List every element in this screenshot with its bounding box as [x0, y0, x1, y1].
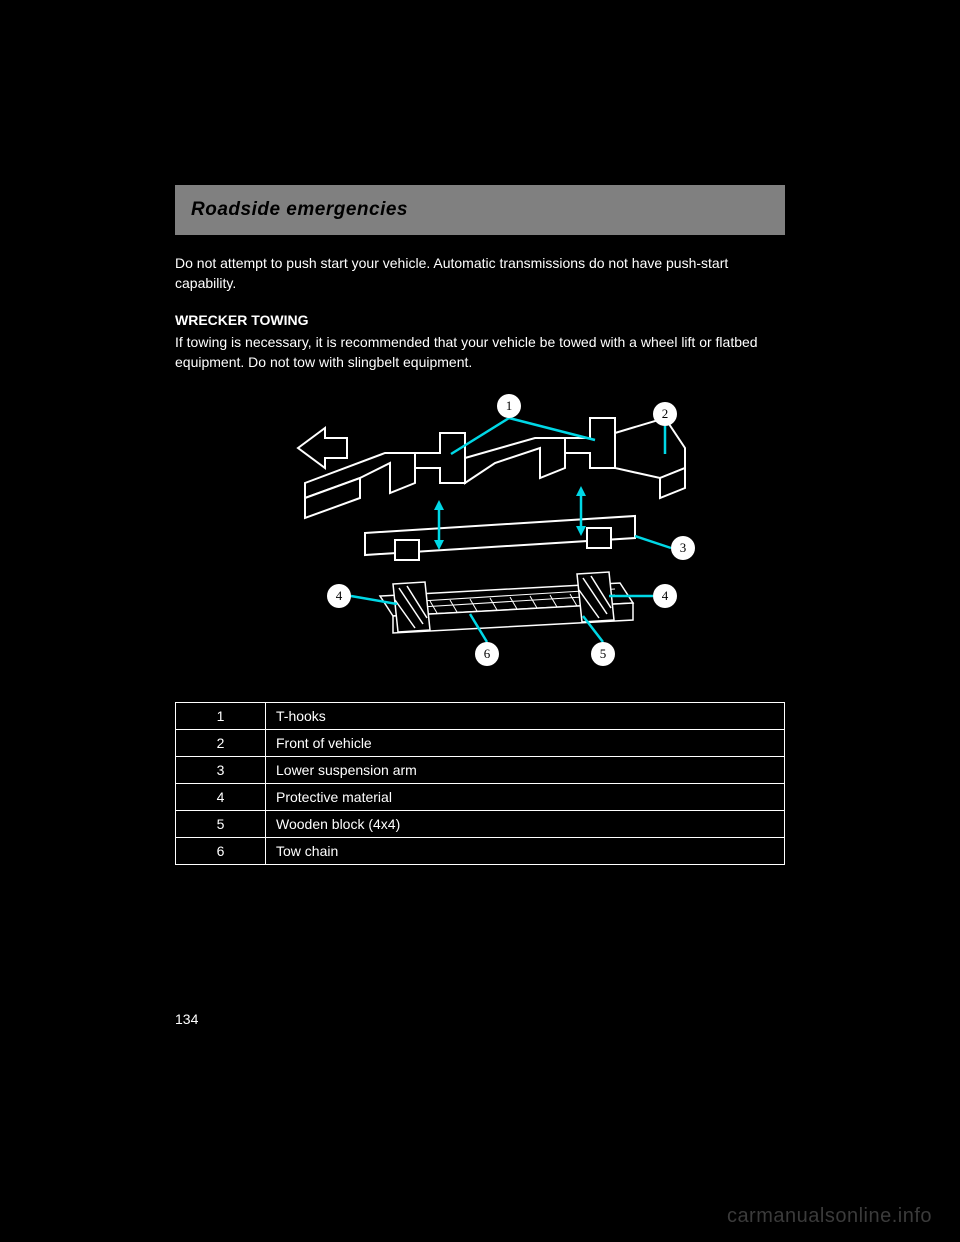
- legend-body: 1 T-hooks 2 Front of vehicle 3 Lower sus…: [176, 703, 785, 865]
- legend-num: 1: [176, 703, 266, 730]
- table-row: 6 Tow chain: [176, 838, 785, 865]
- section-heading: WRECKER TOWING: [175, 310, 785, 330]
- watermark: carmanualsonline.info: [727, 1205, 932, 1228]
- legend-label: Protective material: [266, 784, 785, 811]
- legend-num: 6: [176, 838, 266, 865]
- legend-num: 4: [176, 784, 266, 811]
- section-body: If towing is necessary, it is recommende…: [175, 332, 785, 373]
- table-row: 3 Lower suspension arm: [176, 757, 785, 784]
- legend-label: Front of vehicle: [266, 730, 785, 757]
- table-row: 1 T-hooks: [176, 703, 785, 730]
- legend-label: Wooden block (4x4): [266, 811, 785, 838]
- manual-page: Roadside emergencies Do not attempt to p…: [175, 185, 785, 865]
- towing-diagram: 1 2 3 4 4 5 6: [175, 388, 785, 688]
- legend-label: Tow chain: [266, 838, 785, 865]
- legend-table: 1 T-hooks 2 Front of vehicle 3 Lower sus…: [175, 702, 785, 865]
- table-row: 5 Wooden block (4x4): [176, 811, 785, 838]
- section-header: Roadside emergencies: [175, 185, 785, 235]
- legend-num: 5: [176, 811, 266, 838]
- intro-paragraph: Do not attempt to push start your vehicl…: [175, 253, 785, 294]
- table-row: 2 Front of vehicle: [176, 730, 785, 757]
- page-number: 134: [175, 1011, 198, 1027]
- legend-label: Lower suspension arm: [266, 757, 785, 784]
- table-row: 4 Protective material: [176, 784, 785, 811]
- section-header-title: Roadside emergencies: [191, 199, 769, 221]
- legend-label: T-hooks: [266, 703, 785, 730]
- legend-num: 3: [176, 757, 266, 784]
- legend-num: 2: [176, 730, 266, 757]
